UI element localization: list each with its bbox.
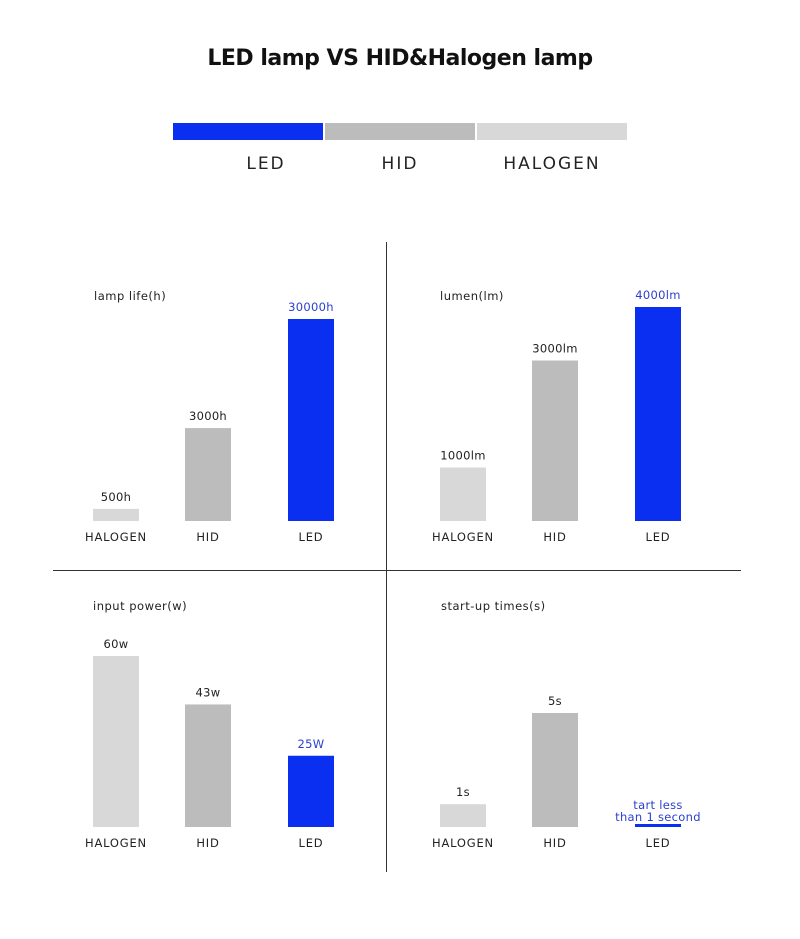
legend-swatch-hid	[325, 123, 475, 140]
bar-hid	[532, 713, 578, 827]
chart-title: start-up times(s)	[441, 599, 546, 613]
data-label: 500h	[101, 490, 131, 504]
vertical-divider	[386, 242, 387, 872]
category-label: LED	[646, 530, 671, 544]
category-label: LED	[646, 836, 671, 850]
bar-led	[635, 307, 681, 521]
data-label: 3000h	[189, 409, 227, 423]
bar-hid	[532, 360, 578, 521]
page-title: LED lamp VS HID&Halogen lamp	[207, 46, 593, 71]
chart-title: input power(w)	[93, 599, 187, 613]
data-label: 5s	[548, 694, 562, 708]
category-label: HALOGEN	[432, 530, 494, 544]
bar-hid	[185, 704, 231, 827]
data-label: 1000lm	[440, 449, 485, 463]
category-label: HID	[196, 530, 219, 544]
category-label: HID	[543, 530, 566, 544]
data-label: 30000h	[288, 300, 334, 314]
bar-halogen	[93, 508, 139, 521]
bar-halogen	[440, 804, 486, 827]
data-label: 1s	[456, 785, 470, 799]
data-label: 4000lm	[635, 288, 680, 302]
legend-swatch-led	[173, 123, 323, 140]
chart-title: lumen(lm)	[440, 289, 504, 303]
data-label: 25W	[298, 737, 325, 751]
bar-led	[635, 824, 681, 827]
category-label: LED	[299, 530, 324, 544]
bar-hid	[185, 428, 231, 521]
legend-label-led: LED	[246, 154, 286, 174]
category-label: HALOGEN	[85, 530, 147, 544]
legend-label-halogen: HALOGEN	[503, 154, 601, 174]
chart-title: lamp life(h)	[94, 289, 166, 303]
bar-halogen	[93, 656, 139, 827]
data-label: tart less	[633, 798, 682, 812]
category-label: HID	[196, 836, 219, 850]
bar-led	[288, 319, 334, 521]
legend-swatch-halogen	[477, 123, 627, 140]
data-label: 43w	[196, 685, 221, 699]
category-label: HALOGEN	[85, 836, 147, 850]
bar-led	[288, 755, 334, 827]
legend-label-hid: HID	[381, 154, 419, 174]
data-label: 3000lm	[532, 342, 577, 356]
data-label: 60w	[104, 637, 129, 651]
horizontal-divider	[53, 570, 741, 571]
category-label: HALOGEN	[432, 836, 494, 850]
bar-halogen	[440, 467, 486, 521]
data-label: than 1 second	[615, 810, 701, 824]
category-label: LED	[299, 836, 324, 850]
category-label: HID	[543, 836, 566, 850]
